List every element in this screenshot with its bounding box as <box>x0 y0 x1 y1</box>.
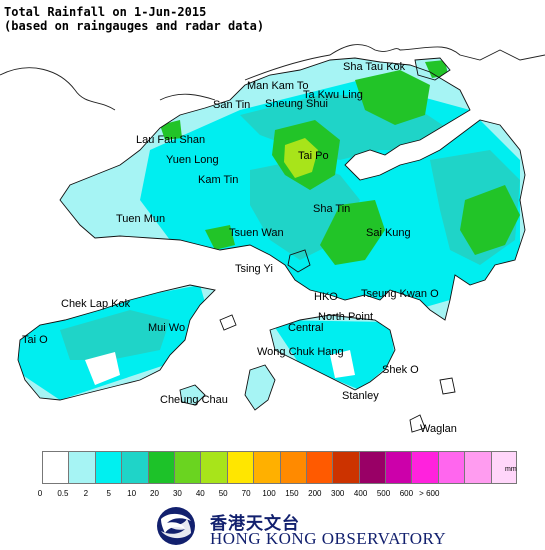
legend-unit: mm <box>505 466 517 473</box>
legend-swatch <box>385 451 412 484</box>
label-ta-kwu-ling: Ta Kwu Ling <box>303 89 363 101</box>
legend-swatch <box>437 451 465 484</box>
legend-swatch <box>305 451 333 484</box>
legend-tick-label: 400 <box>353 489 368 498</box>
legend-tick-label: 2 <box>83 489 89 498</box>
legend-swatch <box>226 451 254 484</box>
label-sheung-shui: Sheung Shui <box>265 98 328 110</box>
label-san-tin: San Tin <box>213 99 250 111</box>
legend-swatch <box>147 451 174 484</box>
label-yuen-long: Yuen Long <box>166 154 219 166</box>
legend-tick-label: 0.5 <box>57 489 69 498</box>
legend-tick-label: > 600 <box>419 489 440 498</box>
legend-swatch <box>279 451 306 484</box>
legend-tick-label: 20 <box>150 489 159 498</box>
legend-swatch <box>411 451 438 484</box>
label-north-point: North Point <box>318 311 373 323</box>
legend-tick-label: 30 <box>172 489 182 498</box>
legend-swatch <box>253 451 280 484</box>
label-cheung-chau: Cheung Chau <box>160 394 228 406</box>
label-kam-tin: Kam Tin <box>198 174 238 186</box>
label-stanley: Stanley <box>342 390 379 402</box>
legend-swatch <box>173 451 201 484</box>
legend-ticks: 0 0.5 2 5 10 20 30 40 50 70 100 150 200 300 400 500 600 >… <box>0 489 545 501</box>
map-subtitle: (based on raingauges and radar data) <box>4 19 265 33</box>
legend-swatch <box>68 451 95 484</box>
label-sha-tin: Sha Tin <box>313 203 350 215</box>
label-tseung-kwan-o: Tseung Kwan O <box>361 288 439 300</box>
legend-tick-label: 10 <box>127 489 137 498</box>
legend-swatch <box>490 451 518 484</box>
legend-tick-label: 40 <box>195 489 205 498</box>
label-man-kam-to: Man Kam To <box>247 80 309 92</box>
label-sai-kung: Sai Kung <box>366 227 411 239</box>
legend-tick-label: 150 <box>285 489 299 498</box>
mainland-outline <box>0 44 545 111</box>
label-lau-fau-shan: Lau Fau Shan <box>136 134 205 146</box>
label-hko: HKO <box>314 291 338 303</box>
legend-tick-label: 600 <box>399 489 414 498</box>
legend-swatch <box>121 451 148 484</box>
rainfall-map: Sha Tau Kok Man Kam To Ta Kwu Ling San T… <box>0 44 545 435</box>
legend-tick-label: 100 <box>262 489 276 498</box>
hko-logo-icon <box>157 507 195 545</box>
label-shek-o: Shek O <box>382 364 419 376</box>
label-chek-lap-kok: Chek Lap Kok <box>61 298 131 310</box>
legend-tick-label: 5 <box>106 489 111 498</box>
label-sha-tau-kok: Sha Tau Kok <box>343 61 406 73</box>
place-labels: Sha Tau Kok Man Kam To Ta Kwu Ling San T… <box>22 61 457 435</box>
org-name-english: HONG KONG OBSERVATORY <box>210 529 447 548</box>
legend-swatch <box>464 451 491 484</box>
legend-swatch <box>358 451 386 484</box>
label-tai-o: Tai O <box>22 334 48 346</box>
legend-swatch <box>94 451 122 484</box>
legend-swatch <box>200 451 227 484</box>
label-tai-po: Tai Po <box>298 150 329 162</box>
legend-tick-label: 300 <box>331 489 345 498</box>
org-name-chinese: 香港天文台 <box>210 514 300 534</box>
legend-tick-label: 500 <box>376 489 391 498</box>
label-wong-chuk-hang: Wong Chuk Hang <box>257 346 344 358</box>
coastline <box>17 57 526 433</box>
rainfall-legend <box>42 451 518 484</box>
legend-tick-label: 200 <box>308 489 322 498</box>
legend-swatch <box>42 451 69 484</box>
label-mui-wo: Mui Wo <box>148 322 185 334</box>
legend-tick-label: 50 <box>218 489 228 498</box>
label-tsuen-wan: Tsuen Wan <box>229 227 284 239</box>
map-title: Total Rainfall on 1-Jun-2015 <box>4 5 207 19</box>
legend-tick-label: 0 <box>37 489 43 498</box>
legend-tick-label: 70 <box>241 489 251 498</box>
label-tuen-mun: Tuen Mun <box>116 213 165 225</box>
label-tsing-yi: Tsing Yi <box>235 263 273 275</box>
label-waglan: Waglan <box>420 423 457 435</box>
legend-swatch <box>332 451 359 484</box>
label-central: Central <box>288 322 323 334</box>
